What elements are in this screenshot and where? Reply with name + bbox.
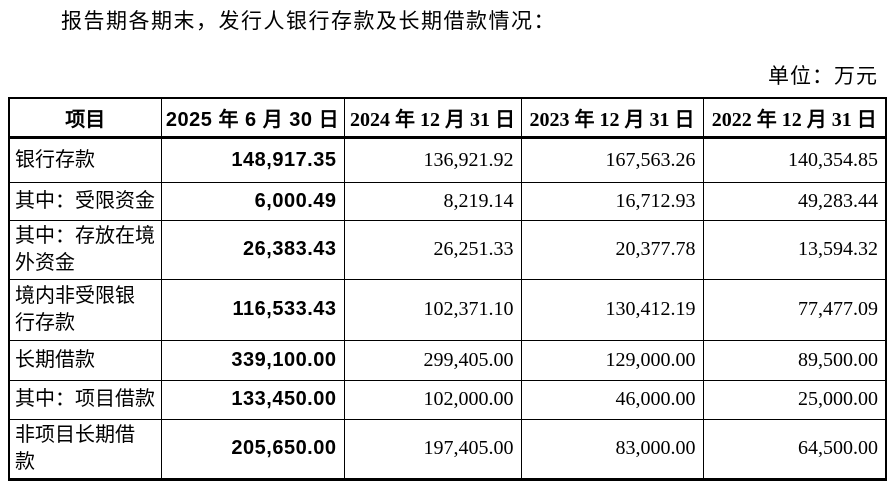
header-2023-12-31: 2023 年 12 月 31 日	[520, 97, 704, 139]
cell-value: 46,000.00	[520, 379, 704, 420]
row-label: 银行存款	[8, 136, 162, 183]
table-row-long-term-borrowings: 长期借款 339,100.00 299,405.00 129,000.00 89…	[8, 339, 887, 381]
row-label: 其中：受限资金	[8, 181, 162, 221]
row-label: 境内非受限银 行存款	[8, 278, 162, 341]
cell-value: 77,477.09	[702, 278, 887, 341]
cell-value: 83,000.00	[520, 418, 704, 481]
table-row-project-borrowings: 其中：项目借款 133,450.00 102,000.00 46,000.00 …	[8, 379, 887, 420]
cell-value: 20,377.78	[520, 219, 704, 280]
cell-value: 197,405.00	[343, 418, 522, 481]
header-item: 项目	[8, 97, 162, 139]
cell-value: 339,100.00	[160, 339, 345, 381]
cell-value: 299,405.00	[343, 339, 522, 381]
table-row-bank-deposits: 银行存款 148,917.35 136,921.92 167,563.26 14…	[8, 136, 887, 183]
page-title: 报告期各期末，发行人银行存款及长期借款情况：	[61, 9, 556, 33]
header-2022-12-31: 2022 年 12 月 31 日	[702, 97, 887, 139]
cell-value: 136,921.92	[343, 136, 522, 183]
table-row-non-project-long-term-borrowings: 非项目长期借 款 205,650.00 197,405.00 83,000.00…	[8, 418, 887, 481]
row-label: 其中：存放在境 外资金	[8, 219, 162, 280]
row-label: 非项目长期借 款	[8, 418, 162, 481]
cell-value: 133,450.00	[160, 379, 345, 420]
cell-value: 140,354.85	[702, 136, 887, 183]
table-row-overseas-funds: 其中：存放在境 外资金 26,383.43 26,251.33 20,377.7…	[8, 219, 887, 280]
cell-value: 25,000.00	[702, 379, 887, 420]
row-label: 长期借款	[8, 339, 162, 381]
table-header-row: 项目 2025 年 6 月 30 日 2024 年 12 月 31 日 2023…	[8, 97, 887, 139]
cell-value: 205,650.00	[160, 418, 345, 481]
cell-value: 148,917.35	[160, 136, 345, 183]
deposits-borrowings-table: 项目 2025 年 6 月 30 日 2024 年 12 月 31 日 2023…	[8, 97, 887, 481]
cell-value: 129,000.00	[520, 339, 704, 381]
row-label: 其中：项目借款	[8, 379, 162, 420]
cell-value: 130,412.19	[520, 278, 704, 341]
cell-value: 102,371.10	[343, 278, 522, 341]
cell-value: 116,533.43	[160, 278, 345, 341]
table-row-domestic-unrestricted-deposits: 境内非受限银 行存款 116,533.43 102,371.10 130,412…	[8, 278, 887, 341]
cell-value: 64,500.00	[702, 418, 887, 481]
unit-label: 单位：万元	[768, 64, 878, 88]
cell-value: 6,000.49	[160, 181, 345, 221]
header-2024-12-31: 2024 年 12 月 31 日	[343, 97, 522, 139]
cell-value: 13,594.32	[702, 219, 887, 280]
header-2025-06-30: 2025 年 6 月 30 日	[160, 97, 345, 139]
cell-value: 102,000.00	[343, 379, 522, 420]
cell-value: 8,219.14	[343, 181, 522, 221]
cell-value: 16,712.93	[520, 181, 704, 221]
cell-value: 167,563.26	[520, 136, 704, 183]
cell-value: 26,383.43	[160, 219, 345, 280]
cell-value: 89,500.00	[702, 339, 887, 381]
cell-value: 49,283.44	[702, 181, 887, 221]
table-row-restricted-funds: 其中：受限资金 6,000.49 8,219.14 16,712.93 49,2…	[8, 181, 887, 221]
cell-value: 26,251.33	[343, 219, 522, 280]
